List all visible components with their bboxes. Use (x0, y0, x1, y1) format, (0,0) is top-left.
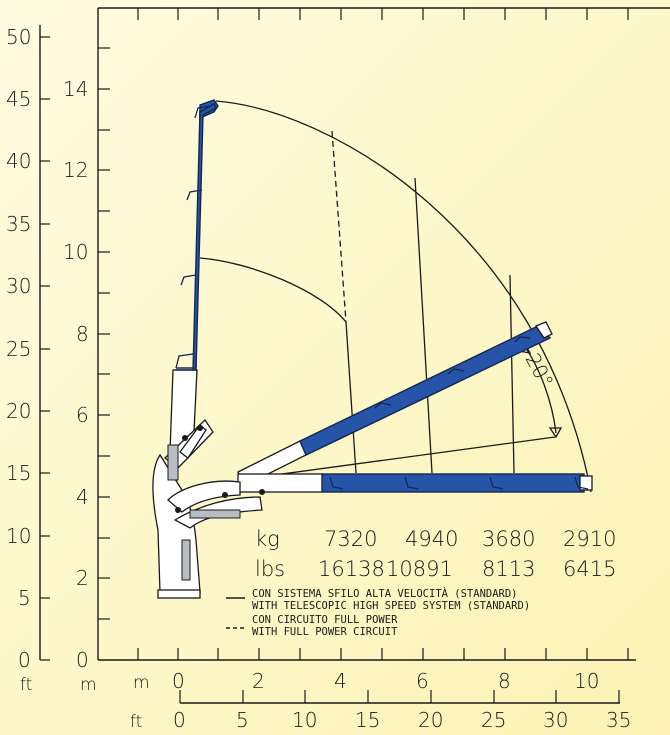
ft-label: 25 (6, 337, 31, 361)
m-label: 14 (63, 77, 88, 101)
lbs-value: 6415 (563, 557, 616, 581)
diagonal-boom (237, 321, 553, 487)
m-label: 12 (63, 158, 88, 182)
ft-h-label: 10 (292, 708, 317, 732)
ft-label: 50 (6, 25, 31, 49)
kg-unit: kg (255, 527, 280, 551)
m-horizontal-scale: m 0 2 4 6 8 10 (133, 669, 599, 693)
lbs-value: 10891 (386, 557, 453, 581)
ft-vertical-scale: 50 45 40 35 30 25 20 15 10 5 0 ft (6, 25, 32, 695)
angle-label: 20° (521, 349, 559, 392)
kg-value: 3680 (482, 527, 535, 551)
ft-label: 45 (6, 87, 31, 111)
ft-h-label: 0 (173, 708, 186, 732)
ft-label: 0 (18, 648, 31, 672)
m-h-label: 4 (334, 669, 347, 693)
m-h-label: 10 (574, 669, 599, 693)
m-unit-horizontal: m (133, 673, 150, 693)
ft-label: 10 (6, 524, 31, 548)
ft-h-label: 20 (418, 708, 443, 732)
ft-label: 5 (18, 586, 31, 610)
m-label: 10 (63, 240, 88, 264)
reach-envelope (199, 100, 592, 493)
ft-horizontal-scale: ft 0 5 10 15 20 25 30 35 (130, 708, 631, 732)
ft-label: 40 (6, 149, 31, 173)
ft-label: 20 (6, 399, 31, 423)
ft-label: 35 (6, 212, 31, 236)
ft-label: 30 (6, 274, 31, 298)
kg-value: 7320 (324, 527, 377, 551)
kg-value: 2910 (563, 527, 616, 551)
ft-label: 15 (6, 461, 31, 485)
m-h-label: 6 (416, 669, 429, 693)
m-label: 6 (76, 403, 89, 427)
ft-unit-horizontal: ft (130, 712, 142, 732)
kg-value: 4940 (405, 527, 458, 551)
m-label: 4 (76, 485, 89, 509)
lbs-value: 16138 (318, 557, 385, 581)
ft-unit-vertical: ft (20, 675, 32, 695)
ft-h-label: 5 (236, 708, 249, 732)
load-table: kg 7320 4940 3680 2910 lbs 16138 10891 8… (255, 527, 616, 581)
axes-frame (39, 7, 670, 704)
ft-h-label: 25 (481, 708, 506, 732)
ft-h-label: 30 (543, 708, 568, 732)
m-h-label: 0 (172, 669, 185, 693)
horizontal-boom (237, 473, 593, 493)
ft-h-label: 15 (355, 708, 380, 732)
m-label: 8 (76, 322, 89, 346)
m-h-label: 8 (498, 669, 511, 693)
lbs-unit: lbs (255, 557, 285, 581)
m-unit-vertical: m (80, 675, 97, 695)
m-label: 0 (76, 648, 89, 672)
crane-base (152, 418, 265, 599)
raised-boom (169, 99, 219, 453)
m-h-label: 2 (252, 669, 265, 693)
legend: CON SISTEMA SFILO ALTA VELOCITÀ (STANDAR… (226, 587, 530, 638)
legend-solid-line-2: WITH TELESCOPIC HIGH SPEED SYSTEM (STAND… (252, 600, 530, 612)
m-label: 2 (76, 566, 89, 590)
legend-dashed-line-1: CON CIRCUITO FULL POWER (252, 614, 398, 626)
legend-dashed-line-2: WITH FULL POWER CIRCUIT (252, 626, 398, 638)
lbs-value: 8113 (482, 557, 535, 581)
legend-solid-line-1: CON SISTEMA SFILO ALTA VELOCITÀ (STANDAR… (252, 587, 518, 600)
ft-h-label: 35 (606, 708, 631, 732)
m-vertical-scale: 14 12 10 8 6 4 2 0 m (63, 77, 97, 695)
